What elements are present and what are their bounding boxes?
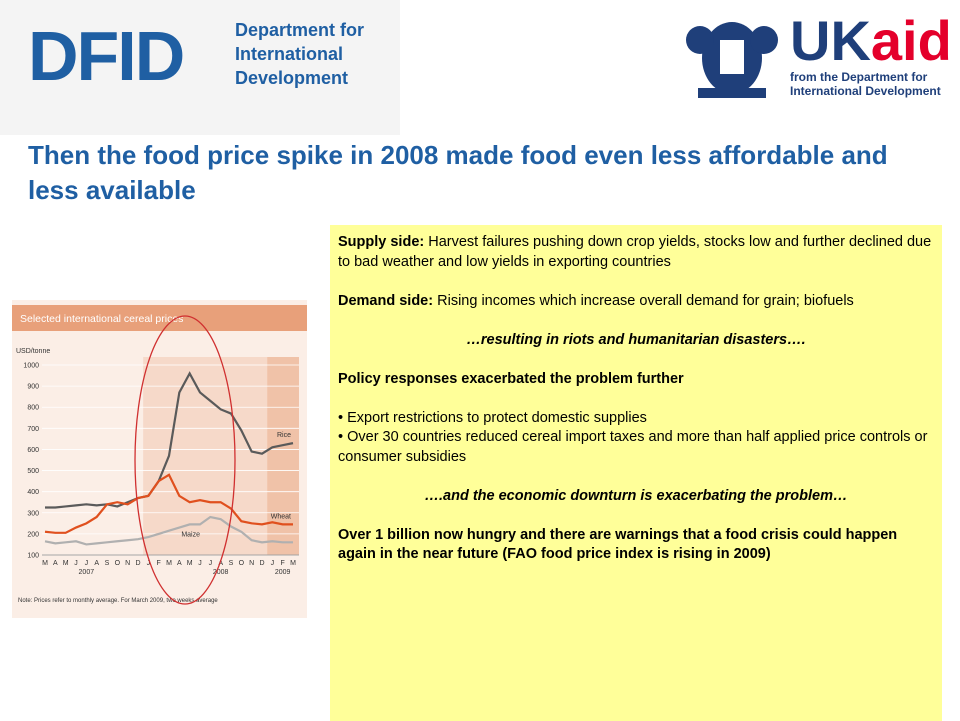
crest (686, 22, 778, 98)
x-tick-label: F (157, 560, 161, 567)
y-tick-label: 500 (27, 468, 39, 475)
y-tick-label: 900 (27, 384, 39, 391)
chart: Selected international cereal prices USD… (12, 300, 307, 618)
result: …resulting in riots and humanitarian dis… (466, 331, 806, 348)
x-tick-label: M (42, 560, 48, 567)
x-tick-label: N (125, 560, 130, 567)
x-tick-label: J (209, 560, 213, 567)
series-line (44, 473, 293, 534)
chart-note: Note: Prices refer to monthly average. F… (18, 598, 218, 604)
dfid-logo-box (0, 0, 400, 135)
slide-title: Then the food price spike in 2008 made f… (28, 140, 888, 205)
y-tick-label: 600 (27, 447, 39, 454)
dfid-name: Department for International Development (235, 18, 364, 90)
x-tick-label: A (218, 560, 223, 567)
x-tick-label: A (94, 560, 99, 567)
series-label: Rice (277, 432, 291, 439)
year-label: 2009 (275, 569, 291, 576)
text-panel: Supply side: Harvest failures pushing do… (330, 225, 942, 721)
label: Demand side: (338, 292, 434, 309)
chart-title: Selected international cereal prices (20, 313, 183, 325)
x-tick-label: J (271, 560, 275, 567)
highlight-ellipse (134, 315, 236, 605)
x-tick-label: N (249, 560, 254, 567)
label: Supply side: (338, 234, 425, 250)
bullets: • Export restrictions to protect domesti… (338, 409, 928, 465)
series-label: Maize (181, 531, 200, 538)
ukaid-tagline: from the Department for International De… (790, 70, 941, 98)
y-tick-label: 800 (27, 405, 39, 412)
line: International (235, 44, 344, 64)
series-line (45, 371, 294, 509)
year-label: 2007 (79, 569, 95, 576)
x-tick-label: O (115, 560, 121, 567)
bullet: Over 30 countries reduced cereal import … (338, 429, 928, 465)
uk: UK (790, 9, 871, 72)
aid: aid (870, 9, 952, 72)
x-tick-label: J (85, 560, 89, 567)
x-tick-label: M (166, 560, 172, 567)
supply: Supply side: Harvest failures pushing do… (338, 233, 934, 272)
year-label: 2008 (213, 569, 229, 576)
x-tick-label: J (74, 560, 78, 567)
x-tick-label: O (239, 560, 245, 567)
x-tick-label: D (259, 560, 264, 567)
x-tick-label: M (63, 560, 69, 567)
y-tick-label: 700 (27, 426, 39, 433)
text: Harvest failures pushing down crop yield… (338, 234, 932, 270)
dfid-logo: DFID (28, 17, 185, 95)
demand: Demand side: Rising incomes which increa… (338, 292, 934, 312)
y-tick-label: 100 (27, 553, 39, 560)
downturn: ….and the economic downturn is exacerbat… (424, 487, 848, 504)
series-line (44, 515, 293, 546)
conclusion: Over 1 billion now hungry and there are … (338, 526, 898, 563)
y-tick-label: 1000 (23, 363, 39, 370)
series-label: Wheat (271, 513, 291, 520)
text: Rising incomes which increase overall de… (433, 292, 854, 309)
x-tick-label: S (229, 560, 234, 567)
policy-heading: Policy responses exacerbated the problem… (338, 370, 684, 387)
y-tick-label: 200 (27, 531, 39, 538)
ukaid-logo: UKaid (790, 8, 952, 73)
x-tick-label: J (198, 560, 202, 567)
line: International Development (790, 84, 941, 98)
x-tick-label: F (281, 560, 285, 567)
line: from the Department for (790, 70, 928, 84)
x-tick-label: M (187, 560, 193, 567)
x-tick-label: M (290, 560, 296, 567)
y-label: USD/tonne (16, 348, 50, 355)
x-tick-label: A (177, 560, 182, 567)
line: Development (235, 68, 349, 88)
x-tick-label: A (53, 560, 58, 567)
line: Department for (235, 20, 365, 40)
y-tick-label: 400 (27, 489, 39, 496)
x-tick-label: J (147, 560, 151, 567)
x-tick-label: D (135, 560, 140, 567)
y-tick-label: 300 (27, 510, 39, 517)
bullet: Export restrictions to protect domestic … (347, 409, 647, 426)
x-tick-label: S (105, 560, 110, 567)
